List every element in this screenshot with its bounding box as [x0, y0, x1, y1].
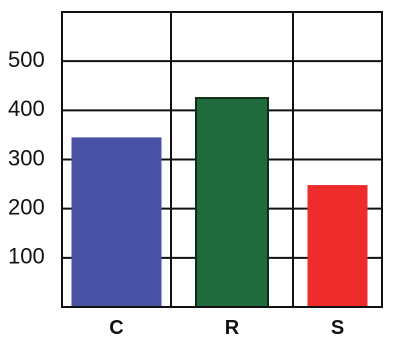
y-tick-label-500: 500	[8, 47, 45, 72]
x-tick-label-s: S	[331, 317, 344, 339]
bar-s	[307, 185, 368, 307]
y-tick-label-400: 400	[8, 96, 45, 121]
bars-layer	[71, 97, 368, 308]
bar-r	[195, 97, 269, 308]
x-tick-label-c: C	[109, 317, 123, 339]
y-tick-label-300: 300	[8, 145, 45, 170]
x-tick-label-r: R	[225, 317, 240, 339]
frame-layer	[61, 11, 383, 308]
plot-frame	[61, 11, 383, 308]
y-tick-label-200: 200	[8, 194, 45, 219]
y-axis-tick-labels: 100 200 300 400 500	[8, 47, 45, 269]
y-tick-label-100: 100	[8, 244, 45, 269]
bar-c	[71, 137, 162, 307]
